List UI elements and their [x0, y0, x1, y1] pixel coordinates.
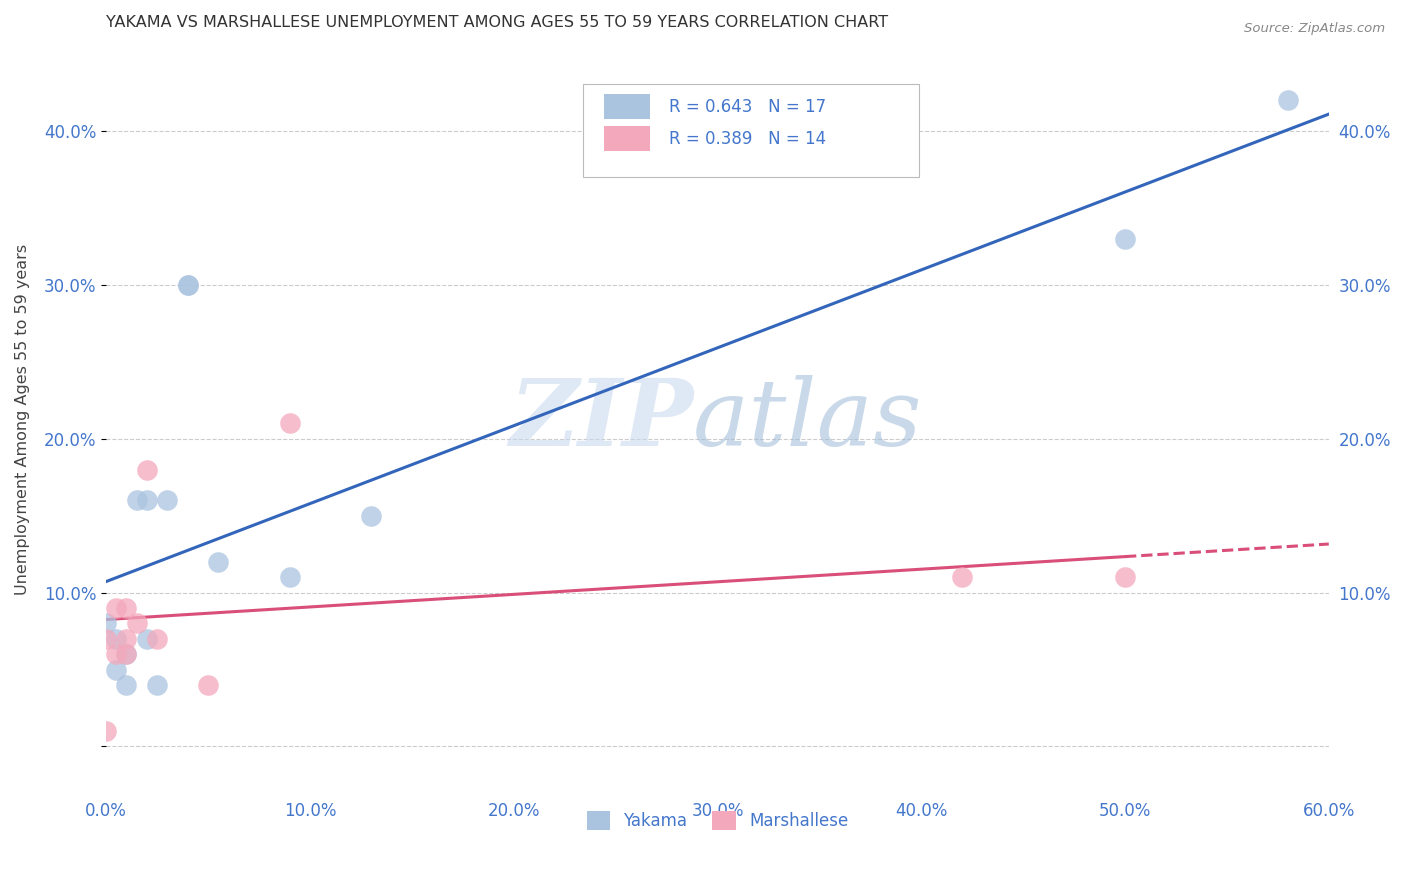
Text: atlas: atlas [693, 375, 922, 465]
Point [125, 616, 148, 631]
Point [176, 277, 198, 292]
Point [135, 632, 157, 646]
FancyBboxPatch shape [583, 84, 920, 177]
Point [950, 570, 973, 584]
Point [94, 632, 117, 646]
Point [176, 277, 198, 292]
Point [115, 632, 138, 646]
Point [115, 647, 138, 661]
Text: YAKAMA VS MARSHALLESE UNEMPLOYMENT AMONG AGES 55 TO 59 YEARS CORRELATION CHART: YAKAMA VS MARSHALLESE UNEMPLOYMENT AMONG… [105, 15, 889, 30]
Point [105, 632, 128, 646]
Point [146, 678, 169, 692]
Point [1114, 232, 1136, 246]
Y-axis label: Unemployment Among Ages 55 to 59 years: Unemployment Among Ages 55 to 59 years [15, 244, 30, 595]
Bar [603, 127, 650, 151]
Point [115, 647, 138, 661]
Point [105, 601, 128, 615]
Point [105, 663, 128, 677]
Point [156, 493, 179, 508]
Text: R = 0.643   N = 17: R = 0.643 N = 17 [668, 97, 825, 116]
Point [94, 616, 117, 631]
Point [115, 601, 138, 615]
Point [115, 678, 138, 692]
Bar [603, 95, 650, 119]
Text: R = 0.389   N = 14: R = 0.389 N = 14 [668, 129, 825, 147]
Legend: Yakama, Marshallese: Yakama, Marshallese [581, 804, 855, 837]
Point [105, 647, 128, 661]
Point [278, 417, 301, 431]
Point [207, 555, 229, 569]
Point [360, 508, 382, 523]
Point [1114, 570, 1136, 584]
Point [135, 462, 157, 476]
Point [146, 632, 169, 646]
Text: Source: ZipAtlas.com: Source: ZipAtlas.com [1244, 22, 1385, 36]
Point [135, 493, 157, 508]
Point [125, 493, 148, 508]
Point [1277, 93, 1299, 107]
Text: ZIP: ZIP [509, 375, 693, 465]
Point [94, 724, 117, 739]
Point [278, 570, 301, 584]
Point [197, 678, 219, 692]
